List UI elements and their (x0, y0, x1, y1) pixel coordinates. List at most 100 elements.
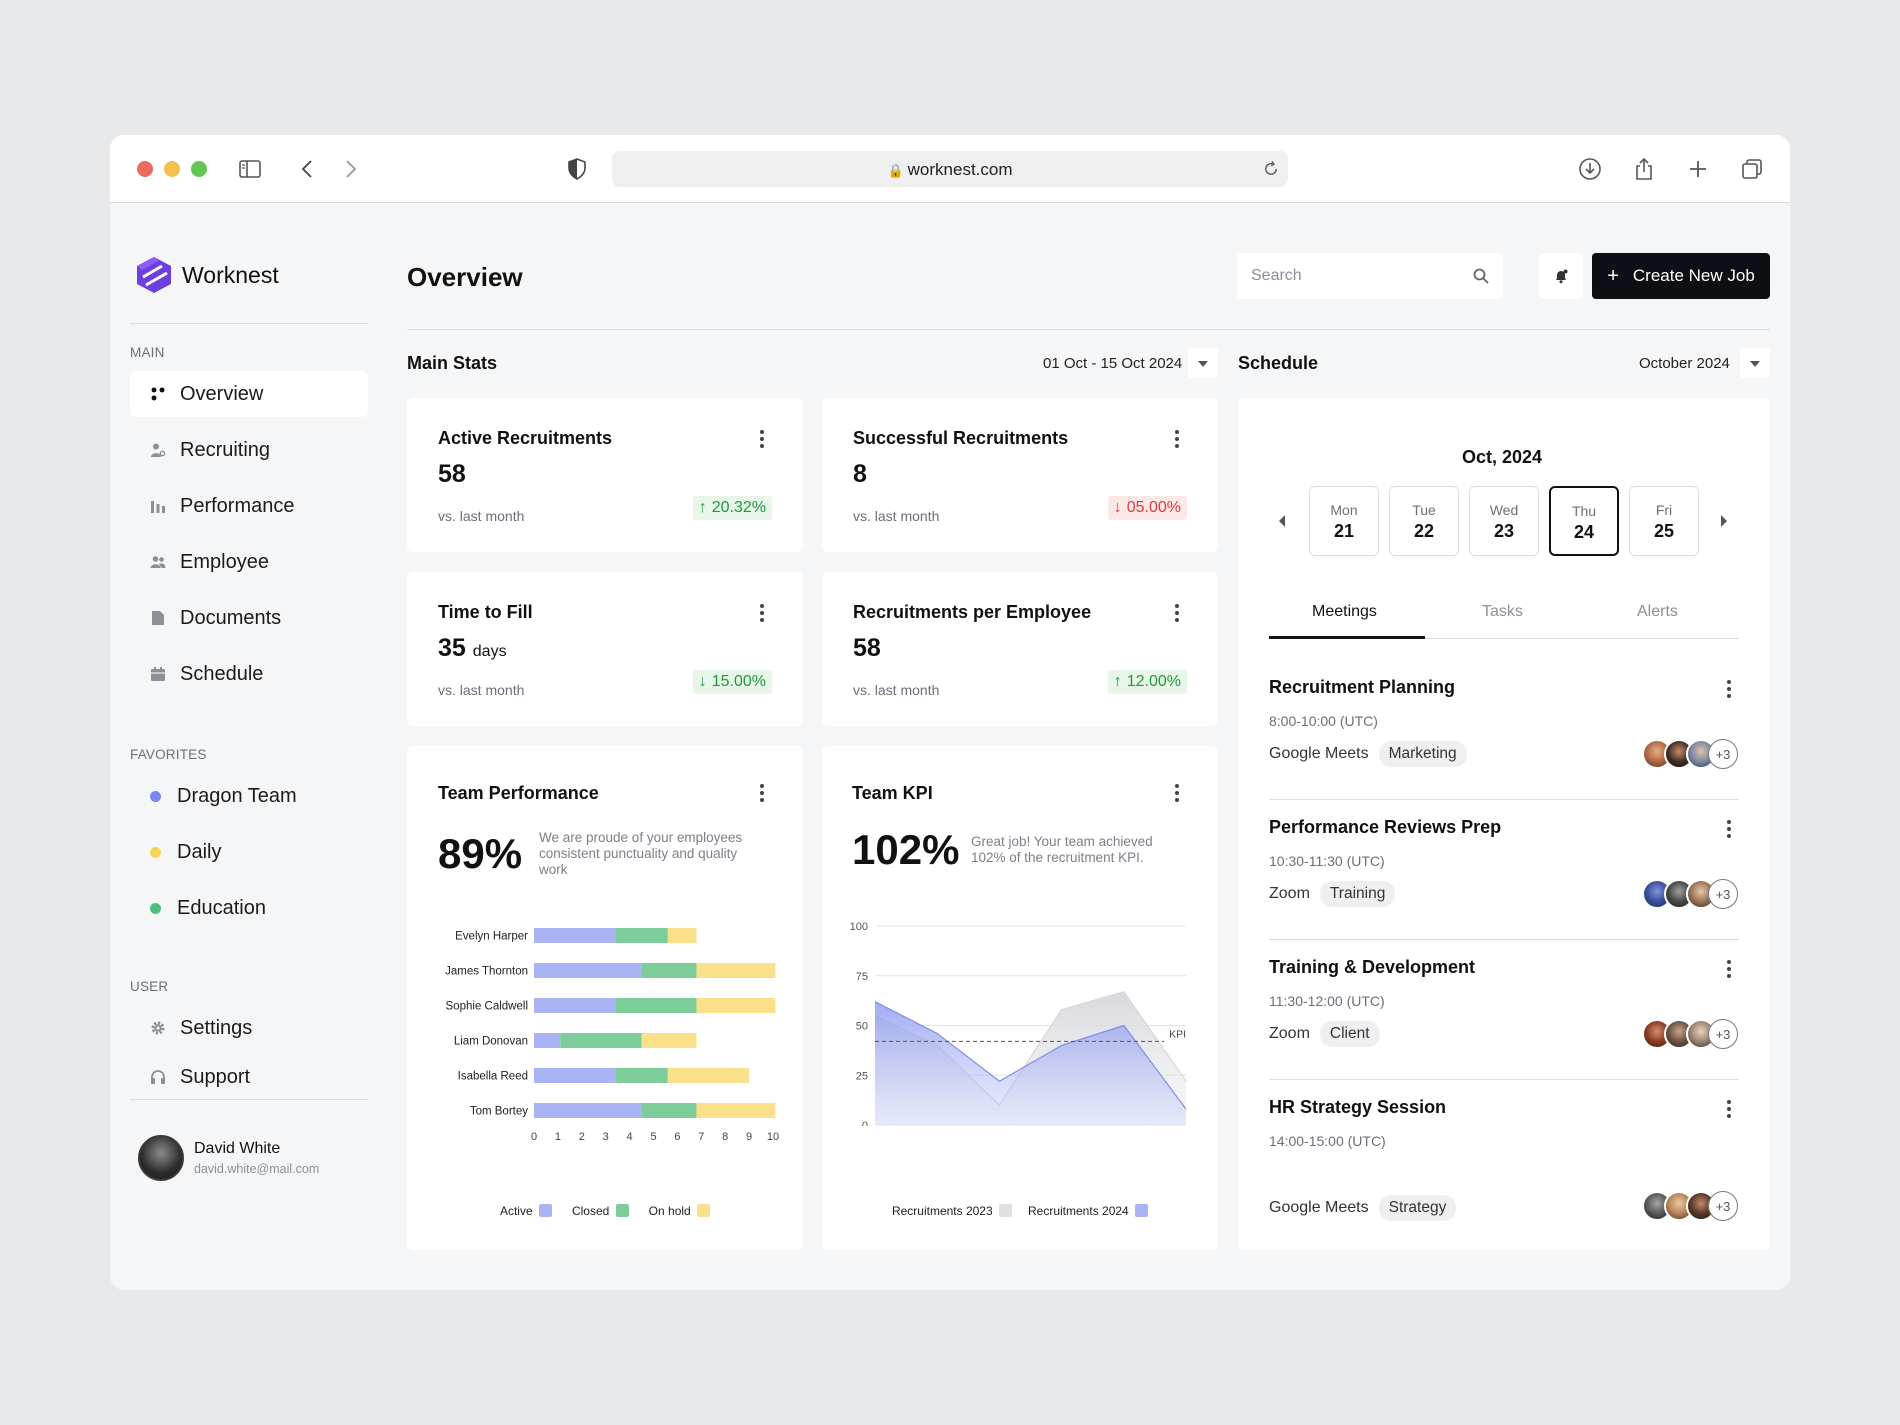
x-tick-label: 3 (603, 1131, 609, 1143)
calendar-month: Oct, 2024 (1462, 447, 1543, 467)
day-tue[interactable]: Tue 22 (1389, 486, 1459, 556)
month-select-label: October 2024 (1639, 355, 1730, 372)
download-icon[interactable] (1578, 157, 1602, 181)
nav-label: Overview (180, 382, 264, 405)
close-window-button[interactable] (137, 161, 153, 177)
tab-alerts[interactable]: Alerts (1637, 603, 1678, 620)
more-icon[interactable] (1726, 820, 1732, 840)
more-icon[interactable] (1174, 604, 1180, 624)
x-tick-label: 9 (746, 1131, 752, 1143)
meeting-divider (1269, 1079, 1739, 1080)
meeting-title[interactable]: Training & Development (1269, 957, 1476, 977)
prev-week-icon[interactable] (1277, 514, 1287, 528)
favorite-daily[interactable]: Daily (130, 829, 368, 875)
nav-item-support[interactable]: Support (130, 1054, 368, 1100)
bar-segment (667, 928, 697, 943)
attendees[interactable]: +3 (1642, 1019, 1738, 1049)
month-dropdown[interactable] (1740, 348, 1770, 378)
day-thu-selected[interactable]: Thu 24 (1549, 486, 1619, 556)
minimize-window-button[interactable] (164, 161, 180, 177)
bar-category-label: Tom Bortey (470, 1106, 528, 1118)
more-icon[interactable] (1726, 680, 1732, 700)
day-fri[interactable]: Fri 25 (1629, 486, 1699, 556)
favorite-education[interactable]: Education (130, 885, 368, 931)
dot-icon (150, 846, 161, 858)
day-mon[interactable]: Mon 21 (1309, 486, 1379, 556)
day-wed[interactable]: Wed 23 (1469, 486, 1539, 556)
reload-icon[interactable] (1262, 160, 1280, 178)
arrow-up-icon: ↑ (698, 499, 707, 516)
back-icon[interactable] (296, 157, 320, 181)
date-range-label: 01 Oct - 15 Oct 2024 (1043, 355, 1183, 372)
schedule-card (1238, 398, 1770, 1250)
attendees[interactable]: +3 (1642, 1191, 1738, 1221)
favorite-dragon-team[interactable]: Dragon Team (130, 773, 368, 819)
x-tick-label: 2 (579, 1131, 585, 1143)
stat-card-recruitments-per-employee: Recruitments per Employee 58 vs. last mo… (822, 572, 1218, 726)
arrow-up-icon: ↑ (1113, 673, 1122, 690)
kpi-legend: Recruitments 2023 Recruitments 2024 (822, 1204, 1218, 1218)
nav-item-performance[interactable]: Performance (130, 483, 368, 529)
main-stats-title: Main Stats (407, 353, 498, 373)
tabs-overview-icon[interactable] (1740, 157, 1764, 181)
performance-legend: Active Closed On hold (407, 1204, 803, 1218)
meeting-tag: Strategy (1378, 1195, 1457, 1221)
meeting-title[interactable]: Performance Reviews Prep (1269, 817, 1502, 837)
x-tick-label: 8 (722, 1131, 728, 1143)
team-kpi-chart: 1007550250KPIJanFebMarAprMayJun (850, 921, 1187, 1126)
search-icon (1473, 268, 1489, 284)
more-icon[interactable] (759, 784, 765, 804)
change-badge: ↓ 15.00% (692, 670, 772, 694)
shield-icon[interactable] (565, 157, 589, 181)
next-week-icon[interactable] (1719, 514, 1729, 528)
people-icon (150, 554, 166, 570)
bar-segment (615, 998, 697, 1013)
more-attendees-badge: +3 (1708, 879, 1738, 909)
search-input[interactable]: Search (1237, 253, 1503, 299)
sidebar-toggle-icon[interactable] (238, 157, 262, 181)
nav-label: Employee (180, 550, 269, 573)
user-profile[interactable]: David White david.white@mail.com (138, 1135, 319, 1181)
sidebar-divider (130, 1099, 368, 1100)
x-tick-label: 7 (698, 1131, 704, 1143)
more-icon[interactable] (1174, 430, 1180, 450)
bar-segment (534, 998, 616, 1013)
nav-item-recruiting[interactable]: Recruiting (130, 427, 368, 473)
forward-icon[interactable] (338, 157, 362, 181)
more-icon[interactable] (759, 604, 765, 624)
maximize-window-button[interactable] (191, 161, 207, 177)
share-icon[interactable] (1632, 157, 1656, 181)
favorite-label: Dragon Team (177, 784, 297, 807)
more-icon[interactable] (1726, 960, 1732, 980)
page-title: Overview (407, 262, 523, 292)
new-tab-icon[interactable] (1686, 157, 1710, 181)
bar-segment (641, 1033, 697, 1048)
date-range-dropdown[interactable] (1188, 348, 1218, 378)
brand[interactable]: Worknest (134, 255, 279, 295)
user-email: david.white@mail.com (194, 1162, 320, 1176)
nav-item-employee[interactable]: Employee (130, 539, 368, 585)
more-icon[interactable] (1726, 1100, 1732, 1120)
more-icon[interactable] (1174, 784, 1180, 804)
address-bar[interactable]: 🔒 worknest.com (612, 151, 1288, 187)
nav-item-settings[interactable]: Settings (130, 1005, 368, 1051)
bar-category-label: Sophie Caldwell (446, 1001, 528, 1013)
y-tick-label: 75 (856, 971, 868, 983)
nav-item-schedule[interactable]: Schedule (130, 651, 368, 697)
change-badge: ↑ 12.00% (1107, 670, 1187, 694)
meeting-title[interactable]: HR Strategy Session (1269, 1097, 1447, 1117)
search-placeholder: Search (1251, 267, 1302, 284)
notifications-button[interactable] (1539, 253, 1583, 299)
stat-value: 58 (438, 460, 466, 488)
more-icon[interactable] (759, 430, 765, 450)
create-new-job-button[interactable]: + Create New Job (1592, 253, 1770, 299)
tab-tasks[interactable]: Tasks (1482, 603, 1523, 620)
meeting-title[interactable]: Recruitment Planning (1269, 677, 1456, 697)
nav-item-documents[interactable]: Documents (130, 595, 368, 641)
tab-meetings[interactable]: Meetings (1312, 603, 1377, 620)
bar-segment (560, 1033, 642, 1048)
attendees[interactable]: +3 (1642, 879, 1738, 909)
attendees[interactable]: +3 (1642, 739, 1738, 769)
nav-item-overview[interactable]: Overview (130, 371, 368, 417)
meeting-platform: Zoom Training (1269, 881, 1396, 907)
